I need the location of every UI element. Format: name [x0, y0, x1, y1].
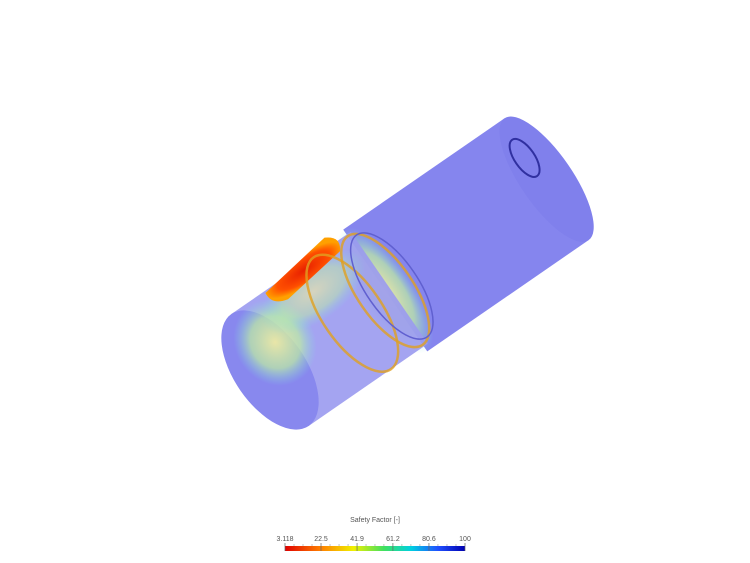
ring [305, 253, 400, 373]
color-bar [285, 546, 465, 551]
ring [349, 232, 434, 340]
stress-zone [260, 249, 366, 334]
end-groove [508, 137, 541, 178]
legend-ticks: 3.118 22.5 41.9 61.2 80.6 100 [277, 536, 471, 551]
shaft-end [499, 116, 594, 242]
tick-label: 41.9 [350, 536, 364, 543]
tick-label: 3.118 [277, 536, 294, 543]
tick-label: 61.2 [386, 536, 400, 543]
model [221, 116, 594, 430]
tick-label: 22.5 [314, 536, 328, 543]
tick-label: 80.6 [422, 536, 436, 543]
tick-label: 100 [459, 536, 471, 543]
ring [339, 232, 431, 349]
legend-title: Safety Factor [-] [350, 517, 400, 524]
